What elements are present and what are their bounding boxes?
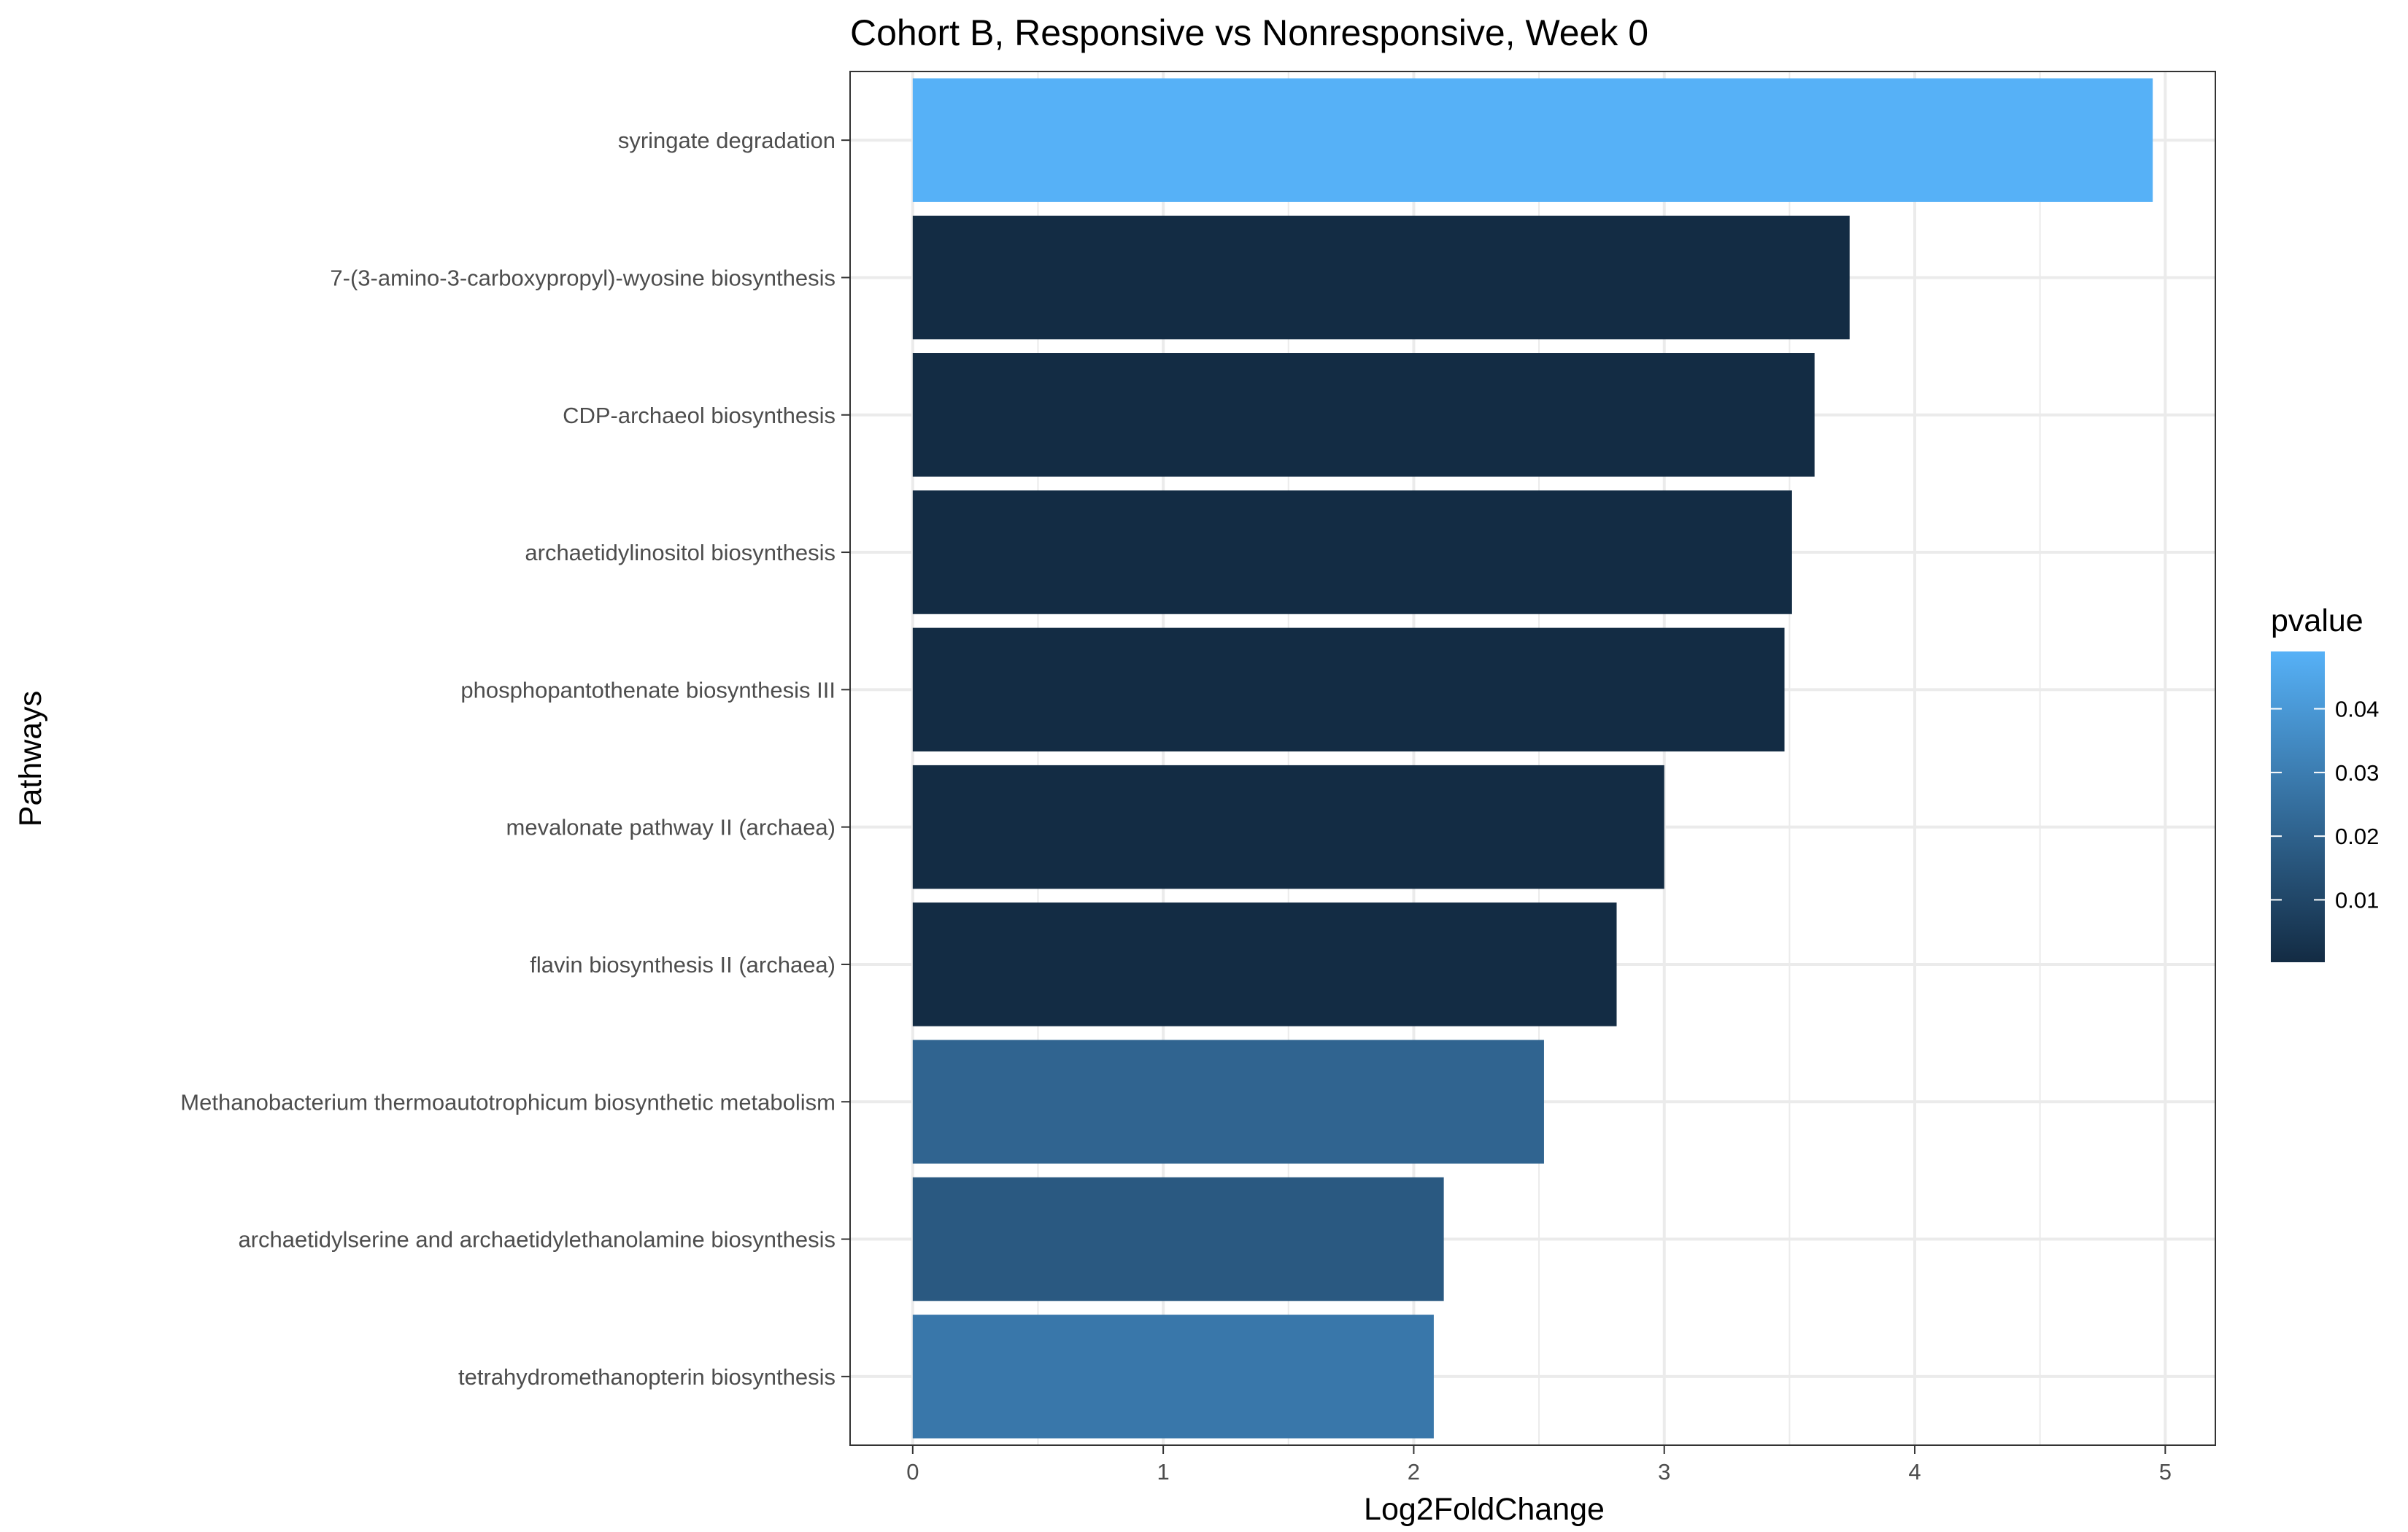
y-tick-label: archaetidylserine and archaetidylethanol… — [238, 1227, 836, 1253]
x-axis: 0 1 2 3 4 5 — [906, 1445, 2172, 1485]
bar — [912, 353, 1815, 477]
legend-colorbar — [2271, 651, 2325, 962]
legend-tick-label: 0.04 — [2335, 697, 2379, 722]
legend-tick-label: 0.01 — [2335, 887, 2379, 913]
x-tick-label: 4 — [1908, 1459, 1921, 1485]
y-tick-label: Methanobacterium thermoautotrophicum bio… — [180, 1089, 836, 1115]
bar — [912, 1040, 1544, 1164]
legend-tick-label: 0.03 — [2335, 760, 2379, 786]
bar — [912, 1177, 1444, 1301]
y-tick-label: tetrahydromethanopterin biosynthesis — [458, 1364, 836, 1390]
y-tick-label: CDP-archaeol biosynthesis — [563, 403, 836, 428]
legend-tick-label: 0.02 — [2335, 824, 2379, 849]
bar — [912, 627, 1785, 752]
chart-title: Cohort B, Responsive vs Nonresponsive, W… — [850, 12, 1648, 53]
bar — [912, 765, 1664, 889]
x-tick-label: 2 — [1408, 1459, 1420, 1485]
x-tick-label: 0 — [906, 1459, 919, 1485]
bar — [912, 215, 1850, 340]
x-tick-label: 1 — [1157, 1459, 1170, 1485]
plot-panel-border — [849, 71, 2216, 1446]
y-tick-label: flavin biosynthesis II (archaea) — [530, 952, 836, 978]
y-tick-label: archaetidylinositol biosynthesis — [525, 540, 836, 565]
bar — [912, 902, 1617, 1026]
y-axis: syringate degradation 7-(3-amino-3-carbox… — [180, 128, 850, 1390]
bar — [912, 490, 1792, 614]
bars — [912, 78, 2153, 1439]
y-tick-label: 7-(3-amino-3-carboxypropyl)-wyosine bios… — [330, 265, 836, 290]
x-tick-label: 5 — [2159, 1459, 2172, 1485]
bar — [912, 78, 2153, 202]
bar — [912, 1315, 1434, 1439]
x-tick-label: 3 — [1658, 1459, 1670, 1485]
y-tick-label: syringate degradation — [618, 128, 836, 153]
legend: pvalue 0.01 0.02 0.03 0.04 — [2271, 603, 2379, 962]
legend-title: pvalue — [2271, 603, 2363, 638]
x-axis-label: Log2FoldChange — [1364, 1492, 1605, 1527]
y-axis-label: Pathways — [13, 691, 48, 827]
y-tick-label: phosphopantothenate biosynthesis III — [460, 677, 836, 703]
y-tick-label: mevalonate pathway II (archaea) — [506, 815, 836, 840]
